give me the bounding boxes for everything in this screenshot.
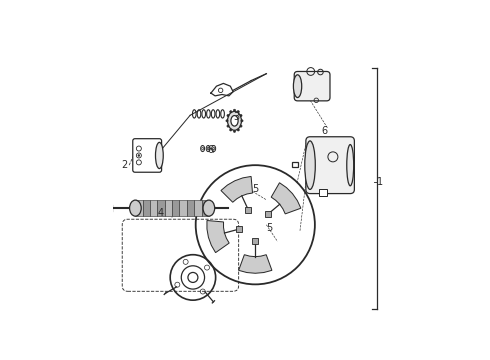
Circle shape (230, 129, 232, 131)
FancyBboxPatch shape (265, 211, 271, 217)
Text: 3: 3 (233, 112, 239, 122)
Polygon shape (319, 189, 327, 196)
Ellipse shape (347, 145, 354, 186)
FancyBboxPatch shape (133, 139, 162, 172)
Ellipse shape (129, 200, 141, 216)
Ellipse shape (294, 75, 302, 98)
Circle shape (226, 120, 228, 122)
Bar (143, 200, 150, 216)
Circle shape (227, 114, 229, 117)
Circle shape (230, 111, 232, 113)
Bar (157, 200, 165, 216)
Bar (172, 200, 179, 216)
Bar (165, 200, 172, 216)
Text: 5: 5 (266, 222, 272, 233)
FancyBboxPatch shape (245, 207, 251, 213)
Bar (150, 200, 157, 216)
Circle shape (233, 109, 236, 111)
Circle shape (237, 129, 239, 131)
Text: 5: 5 (252, 184, 258, 194)
FancyBboxPatch shape (236, 226, 242, 232)
Ellipse shape (305, 141, 315, 189)
Circle shape (138, 155, 140, 156)
Circle shape (233, 130, 236, 132)
Ellipse shape (203, 200, 215, 216)
Text: 6: 6 (208, 145, 214, 155)
Circle shape (241, 120, 243, 122)
Text: 1: 1 (377, 177, 383, 187)
Ellipse shape (155, 142, 163, 168)
FancyBboxPatch shape (294, 72, 330, 101)
Ellipse shape (227, 111, 242, 130)
Text: 6: 6 (321, 126, 328, 135)
Bar (135, 200, 143, 216)
Bar (194, 200, 201, 216)
Circle shape (237, 111, 239, 113)
FancyBboxPatch shape (252, 238, 258, 244)
Text: 2: 2 (122, 160, 128, 170)
Circle shape (240, 114, 242, 117)
Polygon shape (271, 183, 301, 214)
Circle shape (227, 125, 229, 127)
Polygon shape (221, 176, 252, 202)
Circle shape (240, 125, 242, 127)
Bar (187, 200, 194, 216)
Text: 4: 4 (158, 208, 164, 218)
Bar (179, 200, 187, 216)
Polygon shape (207, 220, 229, 253)
Bar (292, 162, 298, 167)
Ellipse shape (231, 116, 238, 126)
Bar (201, 200, 209, 216)
FancyBboxPatch shape (306, 137, 354, 194)
Polygon shape (239, 255, 272, 273)
